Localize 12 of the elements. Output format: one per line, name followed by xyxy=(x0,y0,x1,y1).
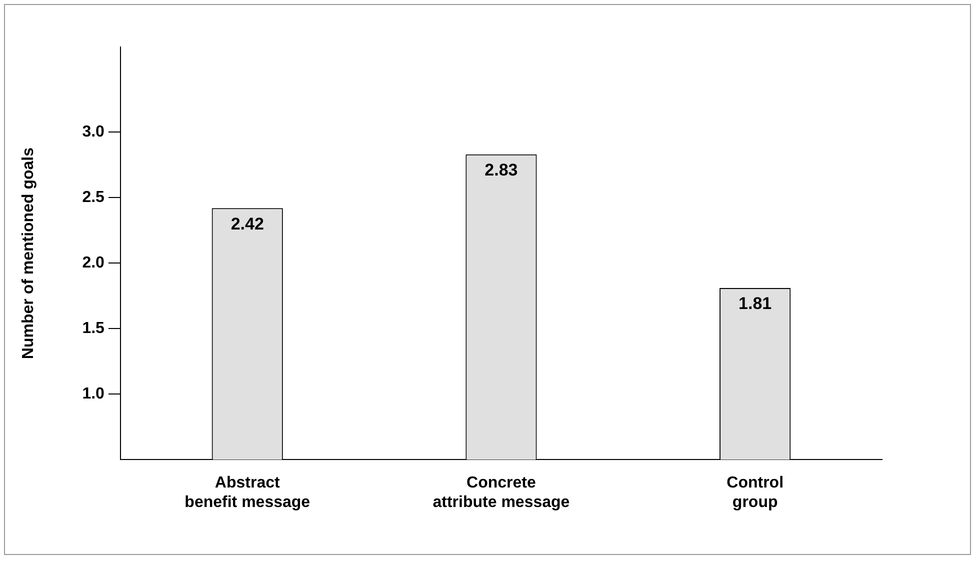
data-label: 1.81 xyxy=(738,294,772,314)
y-tick-label: 2.5 xyxy=(82,189,105,206)
x-tick-label: Abstract benefit message xyxy=(184,474,310,511)
data-label: 2.83 xyxy=(484,160,518,180)
x-tick-label: Concrete attribute message xyxy=(432,474,570,511)
data-label: 2.42 xyxy=(230,214,264,234)
y-tick-label: 3.0 xyxy=(82,124,105,141)
y-axis-title: Number of mentioned goals xyxy=(20,147,38,360)
x-tick-label: Control group xyxy=(726,474,784,511)
y-tick-label: 1.0 xyxy=(82,386,105,403)
y-tick-label: 1.5 xyxy=(82,320,105,338)
y-tick-label: 2.0 xyxy=(82,254,105,272)
